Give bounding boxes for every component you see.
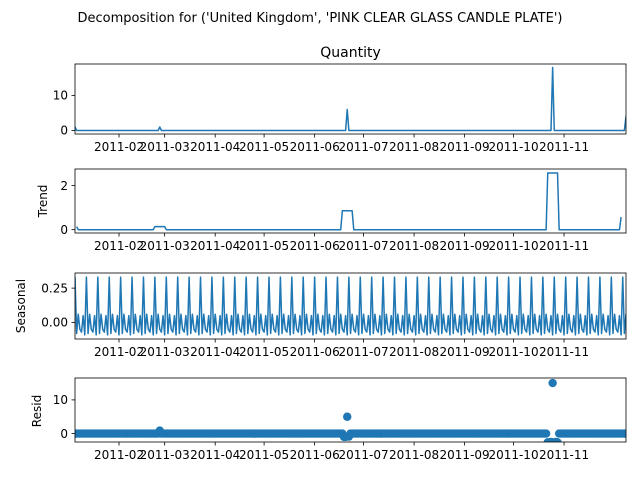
seasonal-xtick-label: 2011-07 — [338, 345, 388, 359]
resid-xtick-label: 2011-09 — [440, 448, 490, 462]
resid-xtick-label: 2011-02 — [94, 448, 144, 462]
trend-xtick-label: 2011-09 — [440, 239, 490, 253]
quantity-ytick-label: 10 — [53, 89, 68, 103]
resid-xtick-label: 2011-10 — [488, 448, 538, 462]
panel-seasonal-ylabel: Seasonal — [14, 279, 28, 333]
trend-xtick-label: 2011-10 — [488, 239, 538, 253]
seasonal-xtick-label: 2011-09 — [440, 345, 490, 359]
resid-point — [343, 412, 352, 421]
resid-point — [553, 438, 562, 442]
quantity-xtick-label: 2011-06 — [290, 140, 340, 154]
seasonal-series-line — [75, 276, 626, 336]
quantity-xtick-label: 2011-04 — [190, 140, 240, 154]
seasonal-xtick-label: 2011-08 — [389, 345, 439, 359]
quantity-ytick-label: 0 — [60, 124, 68, 138]
seasonal-xtick-label: 2011-11 — [539, 345, 589, 359]
resid-xtick-label: 2011-11 — [539, 448, 589, 462]
trend-xtick-label: 2011-06 — [290, 239, 340, 253]
resid-ytick-label: 10 — [53, 393, 68, 407]
quantity-series-line — [75, 66, 626, 132]
quantity-xtick-label: 2011-10 — [488, 140, 538, 154]
quantity-xtick-label: 2011-08 — [389, 140, 439, 154]
trend-plot-area — [75, 172, 622, 231]
resid-xtick-label: 2011-07 — [338, 448, 388, 462]
trend-xtick-label: 2011-02 — [94, 239, 144, 253]
trend-xtick-label: 2011-08 — [389, 239, 439, 253]
quantity-axes-frame — [74, 63, 627, 135]
resid-plot-area — [75, 378, 626, 442]
resid-xtick-label: 2011-04 — [190, 448, 240, 462]
resid-point — [541, 429, 551, 438]
resid-ytick-label: 0 — [60, 427, 68, 441]
quantity-plot-area — [75, 66, 626, 132]
quantity-xtick-label: 2011-02 — [94, 140, 144, 154]
quantity-xtick-label: 2011-05 — [239, 140, 289, 154]
resid-point — [548, 378, 557, 388]
trend-series-line — [75, 172, 622, 231]
trend-ytick-label: 0 — [60, 223, 68, 237]
seasonal-ytick-label: 0.00 — [41, 316, 68, 330]
trend-xtick-label: 2011-05 — [239, 239, 289, 253]
panel-quantity-title: Quantity — [320, 45, 381, 61]
quantity-xtick-label: 2011-03 — [140, 140, 190, 154]
quantity-xtick-label: 2011-07 — [338, 140, 388, 154]
resid-axes-frame — [74, 377, 627, 443]
panel-trend-ylabel: Trend — [36, 185, 50, 219]
trend-xtick-label: 2011-11 — [539, 239, 589, 253]
resid-point — [621, 429, 626, 438]
seasonal-plot-area — [75, 276, 626, 336]
figure-suptitle: Decomposition for ('United Kingdom', 'PI… — [78, 11, 563, 26]
trend-xtick-label: 2011-04 — [190, 239, 240, 253]
quantity-xtick-label: 2011-09 — [440, 140, 490, 154]
seasonal-xtick-label: 2011-06 — [290, 345, 340, 359]
resid-xtick-label: 2011-03 — [140, 448, 190, 462]
panel-resid-ylabel: Resid — [30, 395, 44, 427]
seasonal-xtick-label: 2011-03 — [140, 345, 190, 359]
seasonal-xtick-label: 2011-04 — [190, 345, 240, 359]
resid-xtick-label: 2011-06 — [290, 448, 340, 462]
resid-xtick-label: 2011-08 — [389, 448, 439, 462]
trend-xtick-label: 2011-07 — [338, 239, 388, 253]
seasonal-axes-frame — [74, 272, 627, 340]
trend-ytick-label: 2 — [60, 179, 68, 193]
trend-axes-frame — [74, 168, 627, 234]
seasonal-xtick-label: 2011-10 — [488, 345, 538, 359]
seasonal-ytick-label: 0.25 — [41, 281, 68, 295]
seasonal-xtick-label: 2011-05 — [239, 345, 289, 359]
resid-xtick-label: 2011-05 — [239, 448, 289, 462]
quantity-xtick-label: 2011-11 — [539, 140, 589, 154]
trend-xtick-label: 2011-03 — [140, 239, 190, 253]
seasonal-xtick-label: 2011-02 — [94, 345, 144, 359]
